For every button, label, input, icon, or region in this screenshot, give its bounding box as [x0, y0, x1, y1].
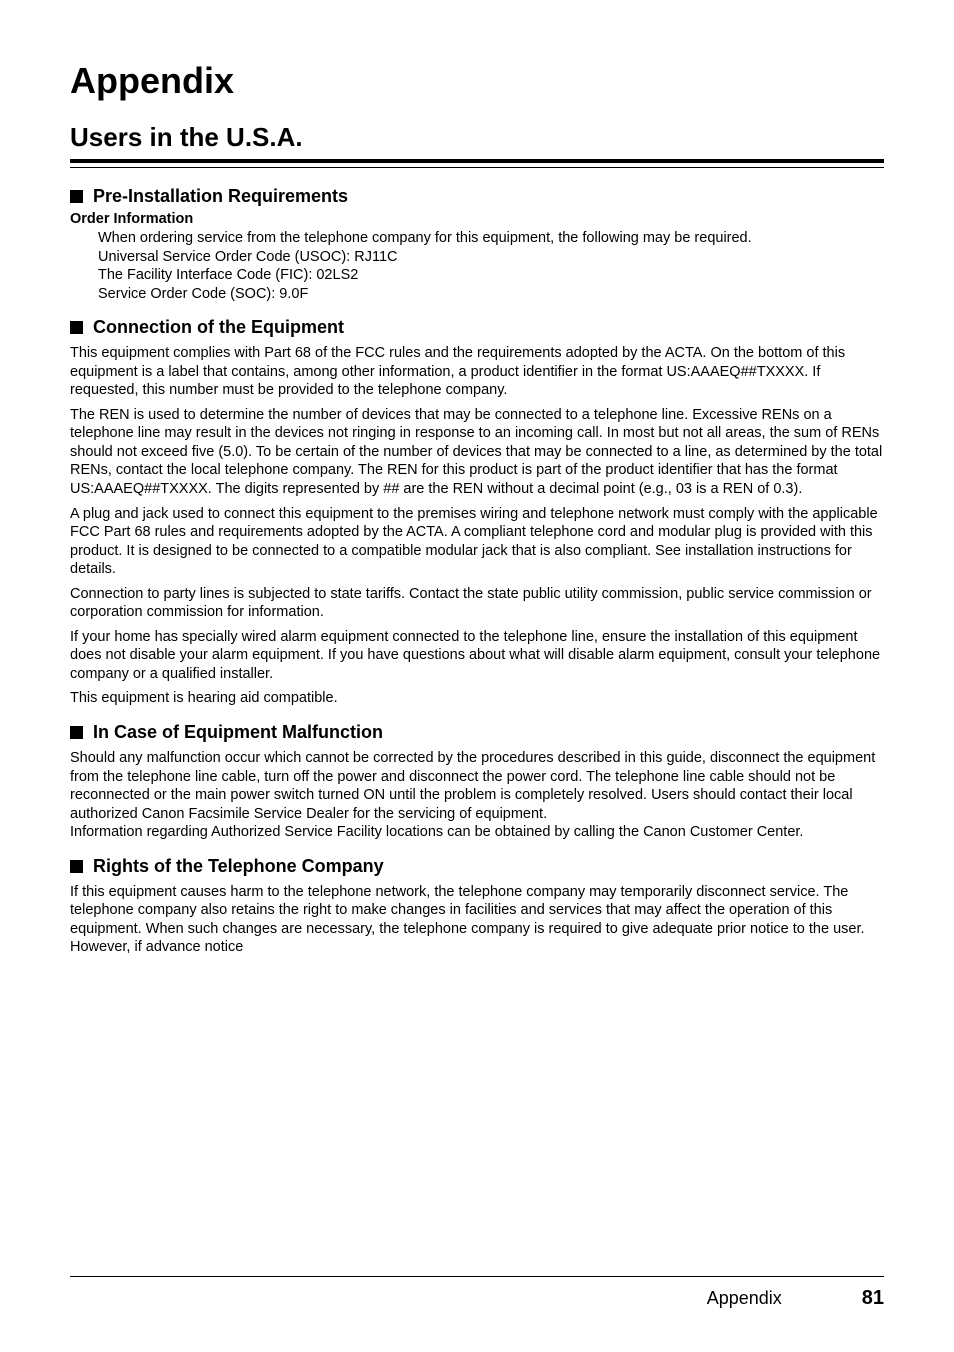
subhead-text: In Case of Equipment Malfunction [93, 722, 383, 743]
square-bullet-icon [70, 726, 83, 739]
body-paragraph: The REN is used to determine the number … [70, 406, 884, 499]
page: Appendix Users in the U.S.A. Pre-Install… [0, 0, 954, 1352]
section-rule [70, 159, 884, 168]
body-paragraph: A plug and jack used to connect this equ… [70, 505, 884, 579]
subhead-text: Rights of the Telephone Company [93, 856, 384, 877]
order-info-body: When ordering service from the telephone… [98, 229, 884, 303]
square-bullet-icon [70, 321, 83, 334]
subhead-pre-installation: Pre-Installation Requirements [70, 186, 884, 207]
body-paragraph: If this equipment causes harm to the tel… [70, 883, 884, 957]
footer-rule [70, 1276, 884, 1277]
body-paragraph: Connection to party lines is subjected t… [70, 585, 884, 622]
square-bullet-icon [70, 860, 83, 873]
footer-page-number: 81 [862, 1287, 884, 1310]
body-paragraph: Should any malfunction occur which canno… [70, 749, 884, 842]
footer-row: Appendix 81 [70, 1287, 884, 1310]
section-title: Users in the U.S.A. [70, 122, 884, 153]
square-bullet-icon [70, 190, 83, 203]
subhead-text: Connection of the Equipment [93, 317, 344, 338]
body-paragraph: This equipment is hearing aid compatible… [70, 689, 884, 708]
body-paragraph: If your home has specially wired alarm e… [70, 628, 884, 684]
order-info-label: Order Information [70, 211, 884, 227]
subhead-rights: Rights of the Telephone Company [70, 856, 884, 877]
footer-label: Appendix [707, 1288, 782, 1309]
body-paragraph: This equipment complies with Part 68 of … [70, 344, 884, 400]
chapter-title: Appendix [70, 60, 884, 102]
subhead-connection: Connection of the Equipment [70, 317, 884, 338]
subhead-malfunction: In Case of Equipment Malfunction [70, 722, 884, 743]
page-footer: Appendix 81 [70, 1276, 884, 1310]
subhead-text: Pre-Installation Requirements [93, 186, 348, 207]
